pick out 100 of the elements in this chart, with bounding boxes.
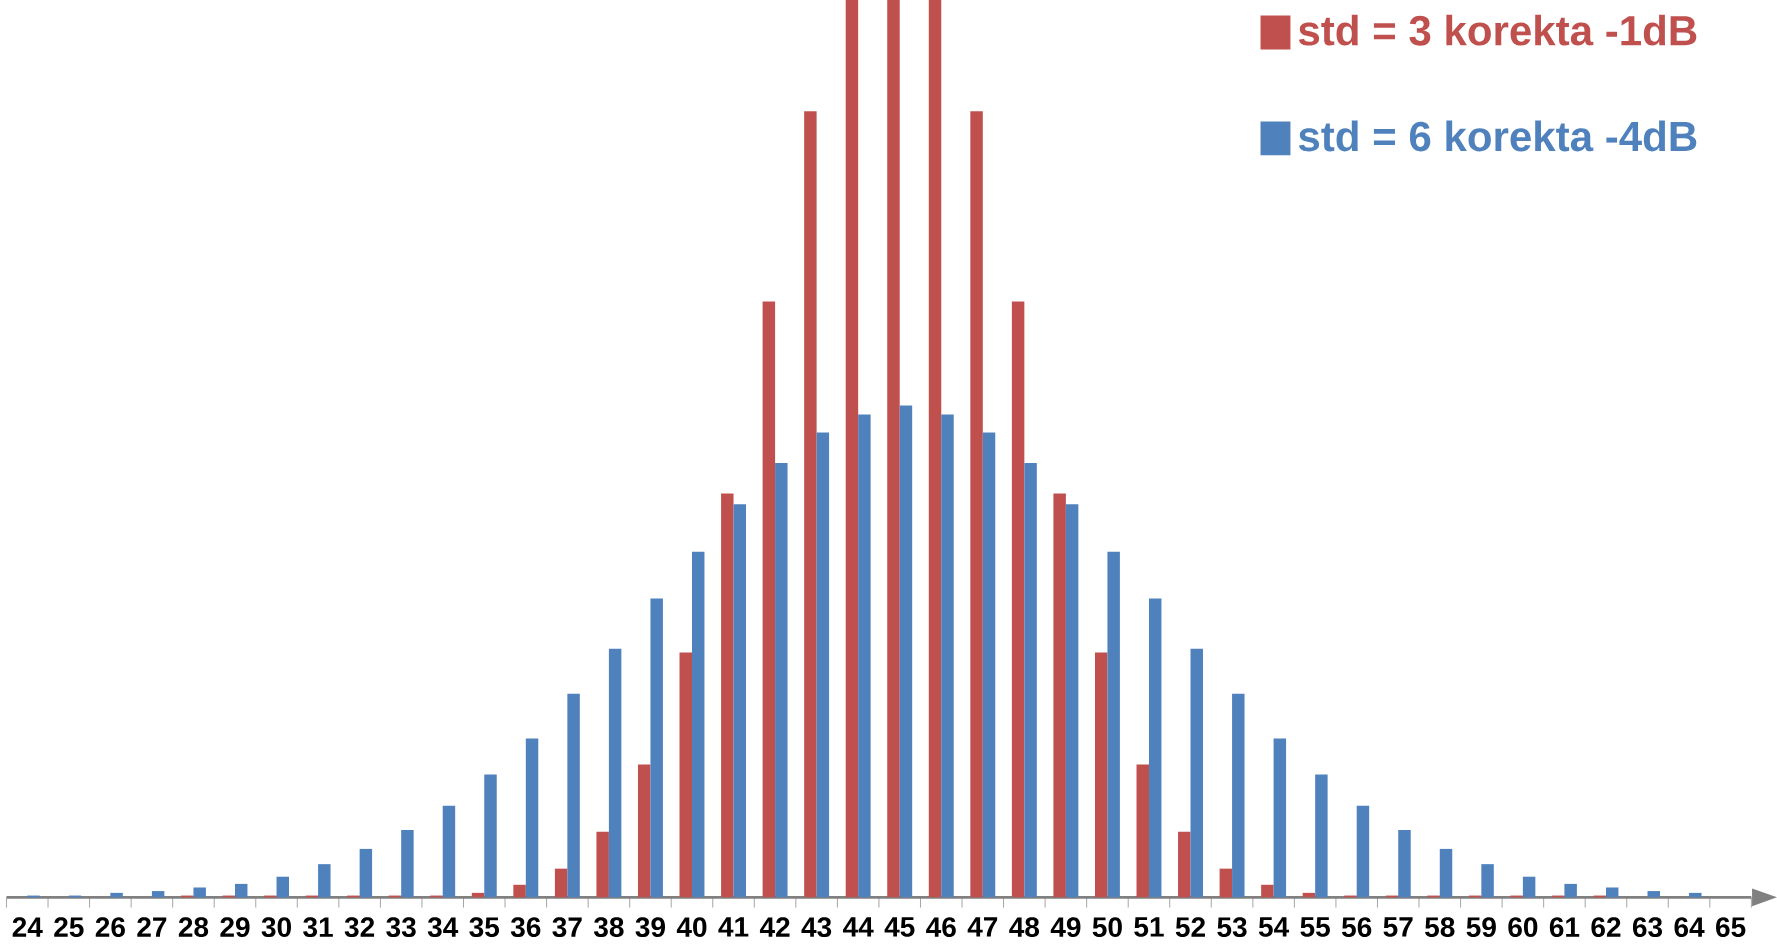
x-tick-label: 45 bbox=[884, 917, 915, 937]
bar bbox=[941, 414, 954, 898]
bar bbox=[691, 551, 705, 898]
bar bbox=[359, 849, 373, 898]
bar bbox=[1024, 463, 1037, 898]
bar bbox=[110, 892, 123, 898]
bar bbox=[1315, 774, 1328, 898]
bar bbox=[596, 831, 609, 898]
x-tick-label: 61 bbox=[1549, 917, 1580, 938]
x-tick-label: 30 bbox=[261, 917, 291, 938]
x-tick-label: 42 bbox=[759, 917, 790, 937]
x-tick-label: 57 bbox=[1383, 917, 1413, 937]
x-tick-label: 56 bbox=[1341, 917, 1372, 938]
x-tick-label: 39 bbox=[635, 917, 665, 938]
x-tick-label: 51 bbox=[1134, 917, 1164, 937]
x-tick-label: 60 bbox=[1508, 917, 1538, 938]
x-tick-label: 33 bbox=[386, 917, 416, 938]
bar bbox=[1398, 830, 1411, 898]
bar bbox=[858, 414, 871, 898]
x-tick-label: 49 bbox=[1050, 917, 1081, 938]
x-tick-label: 29 bbox=[220, 917, 250, 938]
bar bbox=[1219, 868, 1233, 898]
x-tick-label: 25 bbox=[54, 917, 84, 938]
bar bbox=[1273, 738, 1287, 898]
x-tick-label: 31 bbox=[303, 917, 333, 938]
x-tick-label: 38 bbox=[593, 917, 624, 938]
x-tick-label: 53 bbox=[1217, 917, 1247, 938]
bar bbox=[608, 648, 622, 898]
bar bbox=[1178, 831, 1191, 898]
bar bbox=[484, 774, 497, 898]
x-tick-label: 44 bbox=[843, 917, 874, 937]
bar bbox=[401, 830, 414, 898]
x-tick-label: 59 bbox=[1466, 917, 1496, 938]
bar bbox=[1647, 891, 1660, 898]
bar bbox=[276, 876, 290, 898]
bar bbox=[235, 884, 248, 898]
bar bbox=[1356, 805, 1370, 898]
x-tick-label: 27 bbox=[137, 917, 167, 937]
bar bbox=[1011, 301, 1025, 898]
bar bbox=[567, 693, 580, 898]
x-tick-label: 37 bbox=[552, 917, 582, 938]
x-tick-label: 40 bbox=[676, 917, 707, 938]
x-tick-label: 24 bbox=[12, 917, 43, 937]
bar bbox=[193, 887, 206, 898]
bar bbox=[318, 864, 331, 898]
bar bbox=[1605, 887, 1619, 898]
bar bbox=[554, 868, 568, 898]
bar bbox=[513, 884, 526, 898]
x-tick-label: 41 bbox=[718, 917, 749, 937]
bar bbox=[721, 493, 734, 898]
bar bbox=[679, 652, 692, 898]
x-tick-label: 43 bbox=[801, 917, 832, 938]
bar bbox=[637, 764, 651, 898]
x-tick-label: 48 bbox=[1009, 917, 1040, 938]
x-tick-label: 36 bbox=[510, 917, 541, 938]
bar bbox=[1107, 551, 1120, 898]
bar bbox=[1232, 693, 1245, 898]
x-tick-label: 47 bbox=[967, 917, 998, 937]
bar bbox=[970, 111, 983, 898]
x-tick-label: 65 bbox=[1716, 917, 1746, 938]
x-tick-label: 54 bbox=[1258, 917, 1290, 937]
x-tick-label: 28 bbox=[178, 917, 209, 938]
bar bbox=[1136, 764, 1149, 898]
bar bbox=[1689, 892, 1702, 898]
bar bbox=[804, 111, 817, 898]
bar bbox=[775, 463, 788, 898]
x-tick-label: 34 bbox=[427, 917, 459, 938]
bar bbox=[982, 432, 996, 898]
bar bbox=[1190, 648, 1203, 898]
bar bbox=[1564, 884, 1577, 898]
bar bbox=[899, 405, 913, 898]
bar bbox=[151, 891, 165, 898]
x-tick-label: 55 bbox=[1300, 917, 1330, 937]
bar bbox=[650, 598, 663, 898]
x-tick-label: 62 bbox=[1591, 917, 1621, 938]
x-tick-label: 63 bbox=[1632, 917, 1663, 938]
x-tick-label: 64 bbox=[1674, 917, 1705, 938]
legend-label: std = 3 korekta -1dB bbox=[1298, 14, 1697, 46]
bar bbox=[1148, 598, 1162, 898]
x-tick-label: 32 bbox=[344, 917, 375, 938]
bar bbox=[733, 504, 746, 898]
bar bbox=[816, 432, 830, 898]
bar bbox=[1522, 876, 1536, 898]
bar bbox=[1094, 652, 1108, 898]
bar bbox=[1439, 849, 1453, 898]
bar bbox=[525, 738, 539, 898]
legend-label: std = 6 korekta -4dB bbox=[1298, 120, 1697, 152]
bar bbox=[442, 805, 456, 898]
bar bbox=[1261, 884, 1274, 898]
bar bbox=[1481, 864, 1494, 898]
x-tick-label: 50 bbox=[1092, 917, 1122, 938]
bar bbox=[1053, 493, 1066, 898]
x-tick-label: 52 bbox=[1175, 917, 1205, 938]
x-tick-label: 46 bbox=[926, 917, 956, 938]
bar bbox=[1065, 504, 1079, 898]
bar bbox=[762, 301, 776, 898]
bar bbox=[887, 0, 900, 898]
x-tick-label: 58 bbox=[1425, 917, 1455, 938]
x-tick-label: 35 bbox=[469, 917, 500, 938]
bar bbox=[845, 0, 859, 898]
